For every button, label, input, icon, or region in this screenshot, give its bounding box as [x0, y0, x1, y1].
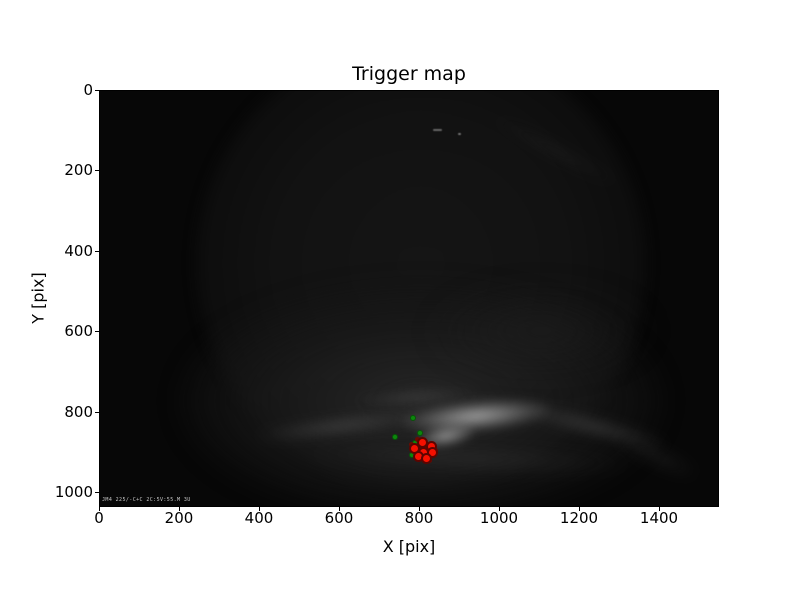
x-tick-label: 600: [324, 509, 354, 527]
y-tick-mark: [95, 331, 99, 333]
scatter-marker-neighbor-pixels-green: [410, 414, 417, 421]
y-tick-label: 200: [64, 161, 93, 180]
x-tick-mark: [99, 507, 100, 511]
x-tick-label: 200: [164, 509, 194, 527]
scatter-marker-triggered-pixels-red: [420, 452, 432, 464]
plot-title: Trigger map: [352, 63, 466, 85]
x-tick-label: 1000: [479, 509, 519, 527]
x-tick-mark: [419, 507, 420, 511]
scatter-marker-neighbor-pixels-green: [417, 430, 423, 437]
x-tick-label: 1200: [559, 509, 599, 527]
x-tick-label: 0: [94, 509, 104, 527]
camera-timestamp-watermark: JM4 225/-C+C 2C:5V:55.M 3U: [102, 497, 191, 503]
x-tick-mark: [499, 507, 500, 511]
y-tick-label: 800: [64, 402, 93, 421]
y-tick-mark: [95, 411, 99, 413]
y-tick-mark: [95, 170, 99, 172]
y-tick-label: 0: [83, 81, 93, 99]
star-speck: [458, 133, 461, 135]
y-axis-label: Y [pix]: [28, 272, 48, 324]
all-sky-camera-image: JM4 225/-C+C 2C:5V:55.M 3U: [100, 91, 718, 506]
y-tick-mark: [95, 250, 99, 252]
x-tick-mark: [659, 507, 660, 511]
scatter-marker-neighbor-pixels-green: [392, 434, 399, 441]
y-tick-mark: [95, 90, 99, 91]
y-tick-label: 1000: [54, 483, 93, 502]
scatter-markers-layer: [100, 91, 718, 506]
y-tick-label: 600: [64, 322, 93, 341]
x-tick-label: 800: [404, 509, 434, 527]
y-tick-label: 400: [64, 241, 93, 260]
y-tick-mark: [95, 492, 99, 494]
cloud-haze: [431, 286, 651, 376]
star-speck: [433, 129, 442, 131]
x-tick-mark: [339, 507, 340, 511]
x-axis-label: X [pix]: [382, 537, 436, 556]
x-tick-mark: [179, 507, 180, 511]
x-tick-label: 1400: [639, 509, 679, 527]
plot-area: JM4 225/-C+C 2C:5V:55.M 3U: [99, 90, 719, 507]
x-tick-mark: [579, 507, 580, 511]
x-tick-label: 400: [244, 509, 274, 527]
x-tick-mark: [259, 507, 260, 511]
